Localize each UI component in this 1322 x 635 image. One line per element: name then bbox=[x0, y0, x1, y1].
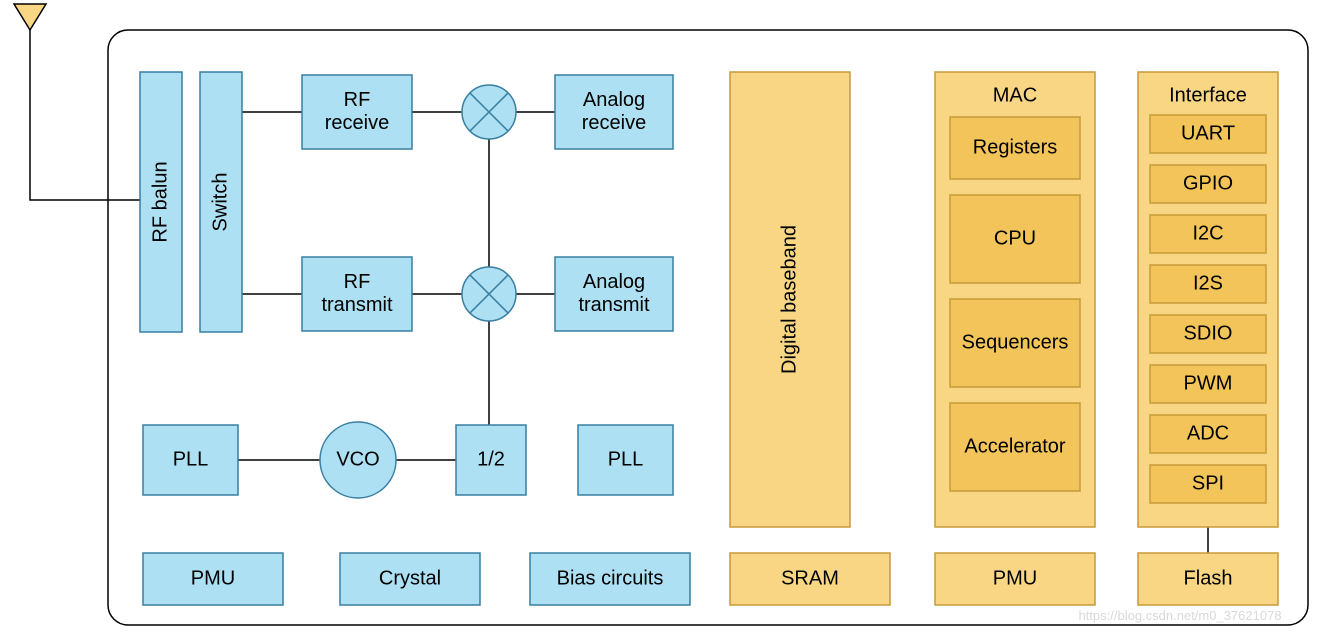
block-interface-sdio: SDIO bbox=[1150, 315, 1266, 353]
block-half: 1/2 bbox=[456, 425, 526, 495]
label-rf_transmit-1: transmit bbox=[321, 294, 393, 316]
label-sram: SRAM bbox=[781, 567, 839, 589]
block-diagram: https://blog.csdn.net/m0_37621078 RF balu… bbox=[0, 0, 1322, 635]
label-analog_transmit-0: Analog bbox=[583, 271, 645, 293]
label-bias: Bias circuits bbox=[557, 567, 664, 589]
block-pmu_yellow: PMU bbox=[935, 553, 1095, 605]
block-analog_transmit: Analogtransmit bbox=[555, 257, 673, 331]
block-rf_receive: RFreceive bbox=[302, 75, 412, 149]
block-mac: MAC Registers CPU Sequencers Accelerator bbox=[935, 72, 1095, 527]
label-interface-sdio: SDIO bbox=[1184, 322, 1233, 344]
label-mac-sequencers: Sequencers bbox=[962, 331, 1069, 353]
block-interface-spi: SPI bbox=[1150, 465, 1266, 503]
label-mac-cpu: CPU bbox=[994, 227, 1036, 249]
block-pmu_blue: PMU bbox=[143, 553, 283, 605]
label-interface-i2c: I2C bbox=[1192, 222, 1223, 244]
label-interface-i2s: I2S bbox=[1193, 272, 1223, 294]
label-pll_right: PLL bbox=[608, 448, 644, 470]
label-analog_transmit-1: transmit bbox=[578, 294, 650, 316]
block-rf_balun: RF balun bbox=[140, 72, 182, 332]
label-rf_balun: RF balun bbox=[149, 161, 171, 242]
block-digital_bb: Digital baseband bbox=[730, 72, 850, 527]
block-pll_right: PLL bbox=[578, 425, 673, 495]
label-mac: MAC bbox=[993, 84, 1037, 106]
block-interface-pwm: PWM bbox=[1150, 365, 1266, 403]
block-pll_left: PLL bbox=[143, 425, 238, 495]
label-rf_receive-1: receive bbox=[325, 112, 389, 134]
label-crystal: Crystal bbox=[379, 567, 441, 589]
label-pll_left: PLL bbox=[173, 448, 209, 470]
label-interface-spi: SPI bbox=[1192, 472, 1224, 494]
label-switch: Switch bbox=[209, 173, 231, 232]
label-pmu_yellow: PMU bbox=[993, 567, 1037, 589]
block-bias: Bias circuits bbox=[530, 553, 690, 605]
label-half: 1/2 bbox=[477, 448, 505, 470]
block-interface-i2c: I2C bbox=[1150, 215, 1266, 253]
block-interface-i2s: I2S bbox=[1150, 265, 1266, 303]
block-vco: VCO bbox=[320, 422, 396, 498]
mixer_bottom bbox=[462, 267, 516, 321]
label-interface: Interface bbox=[1169, 84, 1247, 106]
label-rf_receive-0: RF bbox=[344, 89, 371, 111]
label-analog_receive-1: receive bbox=[582, 112, 646, 134]
block-interface-adc: ADC bbox=[1150, 415, 1266, 453]
label-pmu_blue: PMU bbox=[191, 567, 235, 589]
block-sram: SRAM bbox=[730, 553, 890, 605]
block-crystal: Crystal bbox=[340, 553, 480, 605]
block-mac-cpu: CPU bbox=[950, 195, 1080, 283]
label-mac-registers: Registers bbox=[973, 136, 1057, 158]
label-interface-adc: ADC bbox=[1187, 422, 1229, 444]
block-analog_receive: Analogreceive bbox=[555, 75, 673, 149]
block-switch: Switch bbox=[200, 72, 242, 332]
block-interface-gpio: GPIO bbox=[1150, 165, 1266, 203]
block-mac-registers: Registers bbox=[950, 117, 1080, 179]
label-digital_bb: Digital baseband bbox=[778, 225, 800, 374]
label-interface-pwm: PWM bbox=[1184, 372, 1233, 394]
watermark: https://blog.csdn.net/m0_37621078 bbox=[1078, 608, 1281, 623]
label-flash: Flash bbox=[1184, 567, 1233, 589]
label-mac-accelerator: Accelerator bbox=[964, 435, 1065, 457]
label-interface-uart: UART bbox=[1181, 122, 1235, 144]
label-vco: VCO bbox=[336, 448, 379, 470]
block-rf_transmit: RFtransmit bbox=[302, 257, 412, 331]
block-flash: Flash bbox=[1138, 553, 1278, 605]
mixer_top bbox=[462, 85, 516, 139]
label-analog_receive-0: Analog bbox=[583, 89, 645, 111]
block-mac-accelerator: Accelerator bbox=[950, 403, 1080, 491]
block-interface: Interface UART GPIO I2C I2S SDIO PWM ADC SPI bbox=[1138, 72, 1278, 527]
block-interface-uart: UART bbox=[1150, 115, 1266, 153]
label-interface-gpio: GPIO bbox=[1183, 172, 1233, 194]
label-rf_transmit-0: RF bbox=[344, 271, 371, 293]
block-mac-sequencers: Sequencers bbox=[950, 299, 1080, 387]
